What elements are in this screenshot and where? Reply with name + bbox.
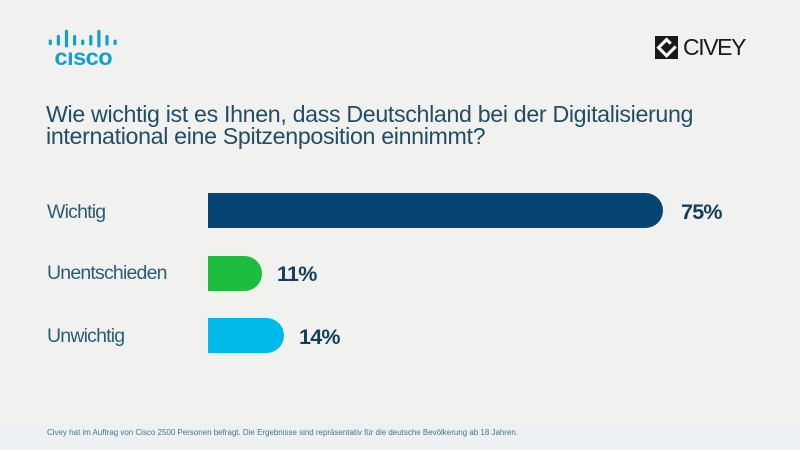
svg-text:cısco: cısco — [55, 44, 113, 70]
